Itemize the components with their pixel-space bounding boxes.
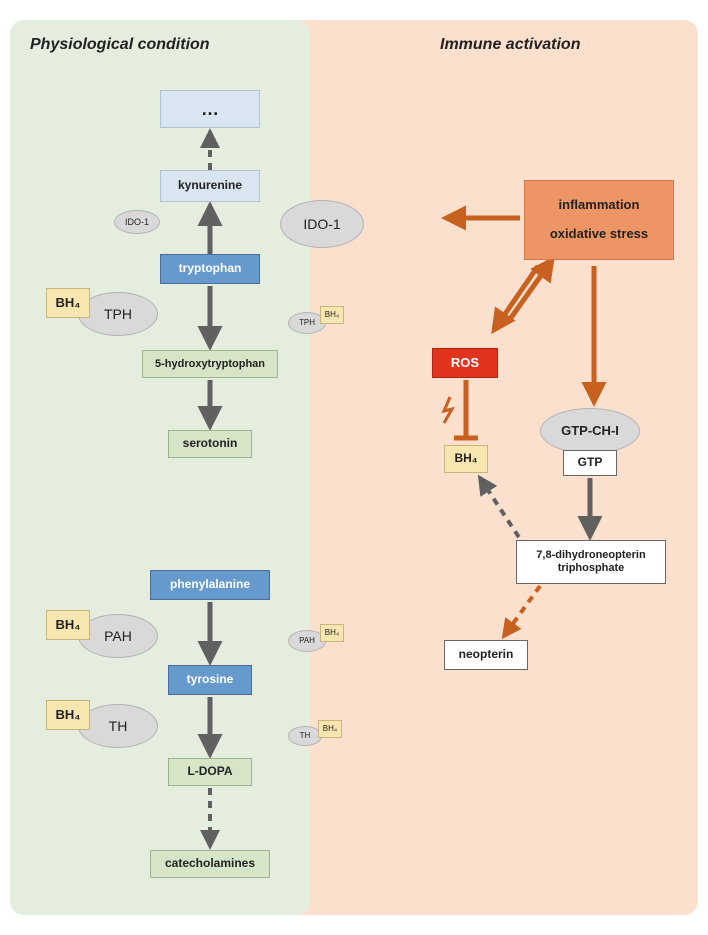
- node-bh4_tph_small: BH₄: [320, 306, 344, 324]
- node-tryptophan: tryptophan: [160, 254, 260, 284]
- node-th_big: TH: [78, 704, 158, 748]
- node-dots: …: [160, 90, 260, 128]
- node-pah_big: PAH: [78, 614, 158, 658]
- node-inflammation: inflammation oxidative stress: [524, 180, 674, 260]
- node-ido1_big: IDO-1: [280, 200, 364, 248]
- node-gtpchi: GTP-CH-I: [540, 408, 640, 454]
- diagram-canvas: Physiological condition Immune activatio…: [0, 0, 708, 935]
- node-bh4_mid: BH₄: [444, 445, 488, 473]
- node-tph_big: TPH: [78, 292, 158, 336]
- node-phenylalanine: phenylalanine: [150, 570, 270, 600]
- node-tyrosine: tyrosine: [168, 665, 252, 695]
- node-dihydro: 7,8-dihydroneopterin triphosphate: [516, 540, 666, 584]
- node-bh4_pah: BH₄: [46, 610, 90, 640]
- node-kynurenine: kynurenine: [160, 170, 260, 202]
- node-bh4_tph: BH₄: [46, 288, 90, 318]
- node-neopterin: neopterin: [444, 640, 528, 670]
- node-bh4_pah_small: BH₄: [320, 624, 344, 642]
- title-right: Immune activation: [440, 36, 580, 54]
- node-bh4_th: BH₄: [46, 700, 90, 730]
- node-ros: ROS: [432, 348, 498, 378]
- node-hydroxy: 5-hydroxytryptophan: [142, 350, 278, 378]
- node-ido1_small: IDO-1: [114, 210, 160, 234]
- node-th_small: TH: [288, 726, 322, 746]
- node-serotonin: serotonin: [168, 430, 252, 458]
- right-background: [280, 20, 698, 915]
- left-background: [10, 20, 310, 915]
- node-catecholamines: catecholamines: [150, 850, 270, 878]
- node-gtp: GTP: [563, 450, 617, 476]
- node-bh4_th_small: BH₄: [318, 720, 342, 738]
- node-ldopa: L-DOPA: [168, 758, 252, 786]
- title-left: Physiological condition: [30, 36, 210, 54]
